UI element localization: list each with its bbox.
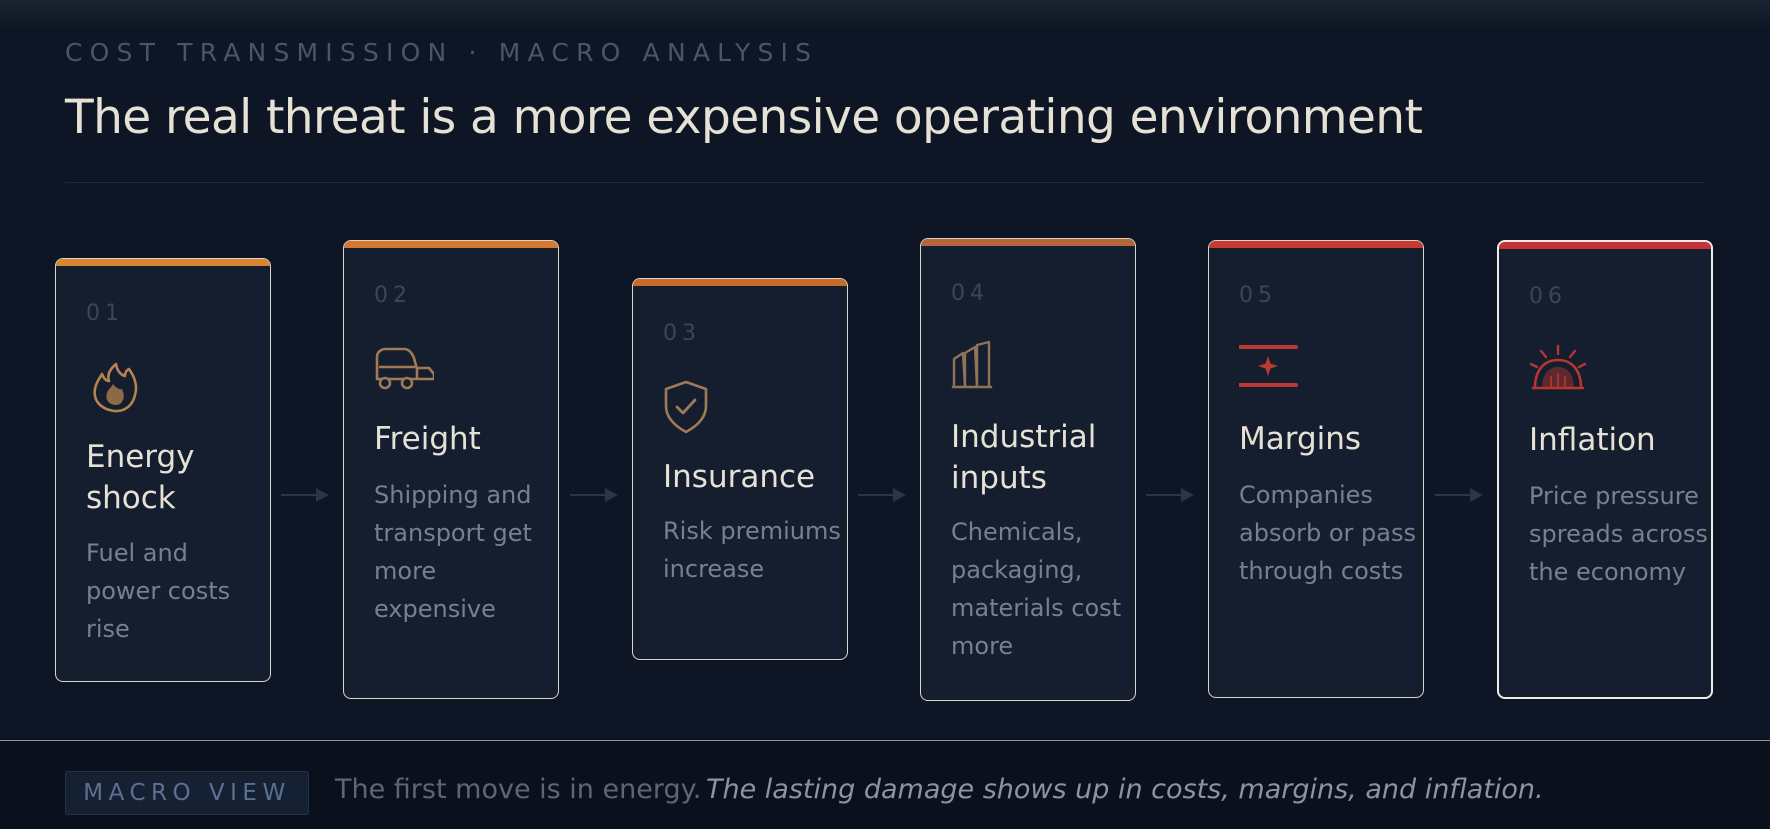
step-card-energy-shock: 01 Energy shock Fuel and power costs ris… bbox=[55, 258, 271, 682]
footer-emphasis-text: The lasting damage shows up in costs, ma… bbox=[706, 774, 1544, 805]
step-title: Insurance bbox=[663, 459, 816, 495]
step-number: 05 bbox=[1239, 283, 1277, 308]
step-description: Shipping and transport get more expensiv… bbox=[374, 481, 532, 623]
pressure-dome-icon bbox=[1529, 342, 1589, 398]
step-number: 04 bbox=[951, 281, 989, 306]
truck-icon bbox=[374, 341, 434, 397]
top-fade bbox=[0, 0, 1770, 30]
macro-view-badge: MACRO VIEW bbox=[65, 771, 309, 815]
transmission-flow: 01 Energy shock Fuel and power costs ris… bbox=[55, 238, 1713, 701]
flow-arrow-icon bbox=[570, 488, 618, 502]
footer-bar: MACRO VIEW The first move is in energy. … bbox=[0, 740, 1770, 829]
margin-squeeze-icon bbox=[1239, 341, 1299, 397]
step-title: Industrial inputs bbox=[951, 419, 1097, 496]
flow-arrow-icon bbox=[1146, 488, 1194, 502]
flow-arrow-icon bbox=[281, 488, 329, 502]
step-card-industrial-inputs: 04 Industrial inputs Chemicals, packagin… bbox=[920, 238, 1136, 701]
step-card-inflation: 06 Inflation Price pressure spreads acro… bbox=[1497, 240, 1713, 699]
step-number: 01 bbox=[86, 301, 124, 326]
step-accent-bar bbox=[633, 279, 847, 286]
step-number: 03 bbox=[663, 321, 701, 346]
step-accent-bar bbox=[344, 241, 558, 248]
eyebrow-label: COST TRANSMISSION · MACRO ANALYSIS bbox=[65, 38, 819, 67]
page-title: The real threat is a more expensive oper… bbox=[65, 90, 1423, 145]
step-title: Freight bbox=[374, 421, 481, 457]
step-card-margins: 05 Margins Companies absorb or pass thro… bbox=[1208, 240, 1424, 698]
flow-arrow-icon bbox=[1435, 488, 1483, 502]
step-accent-bar bbox=[56, 259, 270, 266]
step-card-freight: 02 Freight Shipping and transport get mo… bbox=[343, 240, 559, 699]
step-description: Chemicals, packaging, materials cost mor… bbox=[951, 518, 1122, 660]
factory-bars-icon bbox=[951, 339, 1011, 395]
step-accent-bar bbox=[1499, 242, 1711, 249]
header-divider bbox=[65, 182, 1705, 183]
step-description: Risk premiums increase bbox=[663, 517, 841, 583]
footer-lead-text: The first move is in energy. bbox=[335, 774, 702, 805]
step-title: Energy shock bbox=[86, 439, 195, 516]
step-accent-bar bbox=[921, 239, 1135, 246]
flow-arrow-icon bbox=[858, 488, 906, 502]
step-number: 02 bbox=[374, 283, 412, 308]
step-description: Fuel and power costs rise bbox=[86, 539, 231, 643]
step-title: Inflation bbox=[1529, 422, 1656, 458]
step-accent-bar bbox=[1209, 241, 1423, 248]
step-title: Margins bbox=[1239, 421, 1362, 457]
step-description: Price pressure spreads across the econom… bbox=[1529, 482, 1708, 586]
flame-icon bbox=[86, 359, 146, 415]
step-description: Companies absorb or pass through costs bbox=[1239, 481, 1416, 585]
step-number: 06 bbox=[1529, 284, 1567, 309]
shield-check-icon bbox=[663, 379, 723, 435]
step-card-insurance: 03 Insurance Risk premiums increase bbox=[632, 278, 848, 660]
